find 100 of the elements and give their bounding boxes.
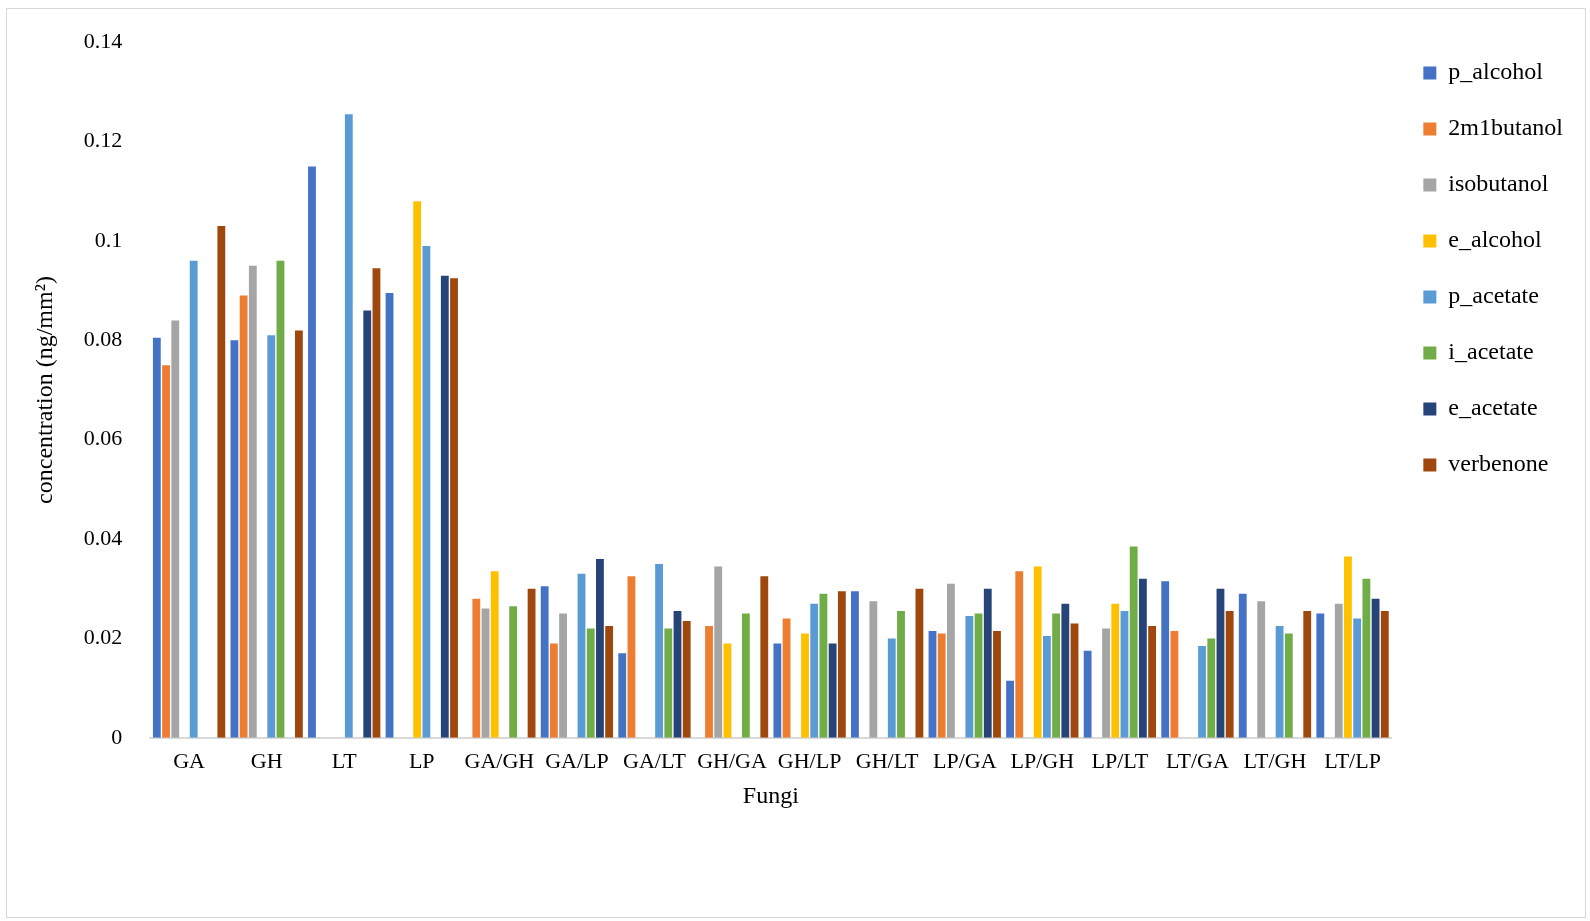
bar — [965, 616, 974, 738]
legend-label: p_alcohol — [1448, 58, 1544, 85]
legend-label: p_acetate — [1448, 282, 1539, 309]
bar — [540, 586, 549, 738]
bar — [810, 603, 819, 738]
bar — [509, 606, 518, 738]
bar — [1083, 650, 1092, 738]
bar — [152, 337, 161, 738]
bar — [837, 591, 846, 738]
x-axis-title: Fungi — [742, 781, 800, 808]
bar — [1225, 611, 1234, 738]
x-tick-label: GH — [250, 747, 283, 773]
x-tick-label: LT — [331, 747, 358, 773]
bar — [363, 310, 372, 738]
bar — [655, 563, 663, 738]
bar — [1238, 593, 1247, 738]
y-tick-label: 0.14 — [83, 27, 123, 53]
bar — [308, 166, 316, 738]
y-tick-label: 0.08 — [83, 326, 123, 352]
legend-label: e_acetate — [1448, 394, 1538, 421]
bar — [217, 226, 226, 738]
x-tick-label: GH/LP — [777, 747, 842, 773]
bar — [344, 114, 353, 738]
bar — [1362, 578, 1371, 738]
x-tick-label: GA/LT — [623, 747, 687, 773]
bar — [869, 601, 878, 738]
legend-label: 2m1butanol — [1448, 114, 1564, 141]
y-tick-label: 0 — [111, 723, 123, 749]
bar — [1207, 638, 1216, 738]
bar — [1161, 581, 1170, 738]
bar — [1033, 566, 1042, 738]
legend-label: verbenone — [1448, 450, 1549, 477]
bar — [773, 643, 782, 738]
bar — [682, 621, 691, 738]
bar — [605, 626, 614, 738]
bar — [596, 558, 604, 738]
bar — [897, 611, 905, 738]
y-tick-label: 0.02 — [83, 624, 123, 650]
bar — [887, 638, 896, 738]
bar — [983, 588, 992, 738]
bar — [171, 320, 180, 738]
bar — [450, 278, 458, 738]
bar — [189, 260, 198, 738]
bar — [1111, 603, 1120, 738]
bar — [1129, 546, 1138, 738]
y-tick-label: 0.1 — [94, 226, 123, 252]
bar — [549, 643, 558, 738]
bar — [1371, 598, 1380, 738]
bar — [1042, 635, 1051, 738]
bar — [664, 628, 673, 738]
bar — [937, 633, 946, 738]
bar — [162, 365, 170, 738]
bar — [760, 576, 769, 738]
bar — [1380, 611, 1389, 738]
x-tick-label: GA/LP — [545, 747, 609, 773]
bar — [1198, 645, 1206, 738]
legend-label: i_acetate — [1448, 338, 1534, 365]
bar — [1275, 626, 1284, 738]
x-tick-label: LT/LP — [1324, 747, 1381, 773]
bar — [230, 340, 239, 738]
y-tick-label: 0.04 — [83, 524, 123, 550]
x-tick-label: GA — [173, 747, 206, 773]
bar — [618, 653, 627, 738]
x-tick-label: GH/GA — [697, 747, 767, 773]
x-tick-label: LT/GH — [1243, 747, 1307, 773]
bar — [1102, 628, 1110, 738]
x-tick-label: LT/GA — [1166, 747, 1229, 773]
bar — [1303, 611, 1312, 738]
bar — [1353, 618, 1362, 738]
x-tick-label: LP — [408, 747, 435, 773]
bar — [851, 591, 859, 738]
bar — [714, 566, 723, 738]
bar — [248, 265, 257, 738]
bar — [1284, 633, 1293, 738]
bar — [559, 613, 568, 738]
x-tick-label: LP/GH — [1010, 747, 1075, 773]
bar — [1257, 601, 1266, 738]
bar — [1061, 603, 1070, 738]
bar — [801, 633, 809, 738]
bar — [947, 583, 955, 738]
bar — [586, 628, 595, 738]
bar — [472, 598, 481, 738]
bar — [1170, 630, 1179, 738]
bar — [705, 626, 713, 738]
bar — [239, 295, 248, 738]
y-tick-label: 0.12 — [83, 127, 123, 153]
bar — [1052, 613, 1061, 738]
bar — [413, 201, 422, 738]
bar — [1148, 626, 1157, 738]
x-tick-label: GA/GH — [464, 747, 535, 773]
bar — [1138, 578, 1147, 738]
x-tick-label: LP/GA — [932, 747, 997, 773]
bar — [993, 630, 1001, 738]
bar — [741, 613, 750, 738]
bar — [1344, 556, 1352, 738]
y-tick-label: 0.06 — [83, 425, 123, 451]
bar — [1334, 603, 1343, 738]
bar — [490, 571, 499, 738]
bar — [1015, 571, 1024, 738]
bar — [294, 330, 303, 738]
